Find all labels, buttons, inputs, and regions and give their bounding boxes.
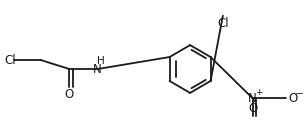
Text: −: − bbox=[295, 89, 303, 99]
Text: N: N bbox=[248, 92, 257, 105]
Text: +: + bbox=[256, 88, 263, 97]
Text: O: O bbox=[248, 102, 257, 115]
Text: Cl: Cl bbox=[217, 17, 229, 30]
Text: Cl: Cl bbox=[4, 54, 16, 67]
Text: O: O bbox=[65, 88, 74, 101]
Text: N: N bbox=[93, 63, 102, 75]
Text: O: O bbox=[288, 92, 297, 105]
Text: H: H bbox=[97, 56, 105, 67]
